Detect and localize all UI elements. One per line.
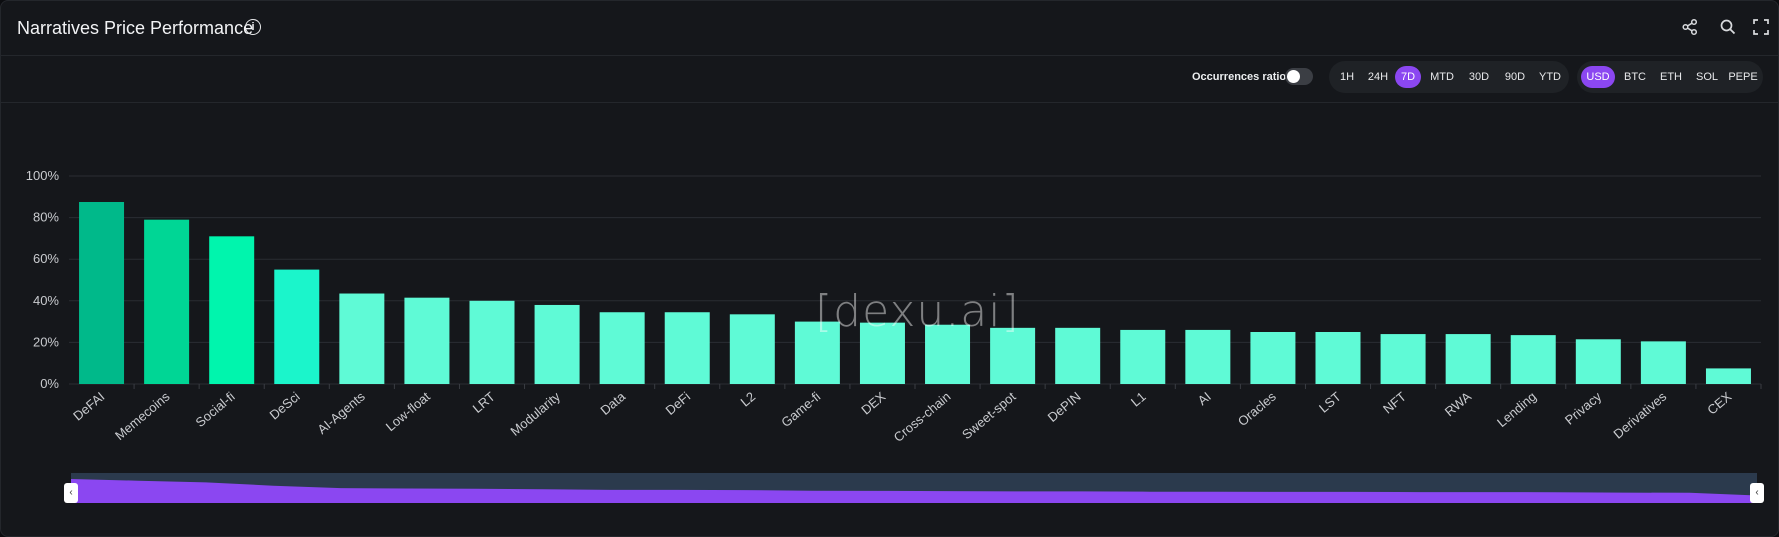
bar[interactable] <box>664 312 710 384</box>
bar[interactable] <box>599 312 645 384</box>
timeframe-24h[interactable]: 24H <box>1367 71 1389 83</box>
x-tick-label: Sweet-spot <box>959 389 1019 443</box>
y-tick-label: 0% <box>40 376 59 391</box>
occurrences-ratio-label: Occurrences ratio <box>1192 71 1287 83</box>
x-tick-label: Social-fi <box>193 389 238 430</box>
x-tick-label: AI <box>1195 389 1214 408</box>
slider-overview <box>71 473 1757 503</box>
currency-selector: USD BTC ETH SOL PEPE <box>1577 61 1763 93</box>
bar[interactable] <box>1705 368 1751 384</box>
x-tick-label: DEX <box>858 389 888 418</box>
currency-btc[interactable]: BTC <box>1624 71 1646 83</box>
timeframe-selector: 1H 24H 7D MTD 30D 90D YTD <box>1329 61 1569 93</box>
x-tick-label: Game-fi <box>778 389 823 430</box>
page-title: Narratives Price Performance <box>17 18 254 38</box>
x-tick-label: Derivatives <box>1610 388 1669 441</box>
x-tick-label: Data <box>597 388 628 418</box>
bar-chart: 0% 20% 40% 60% 80% 100% DeFAI Memecoins Social-f… <box>26 168 1762 445</box>
bar[interactable] <box>1380 334 1426 384</box>
search-icon[interactable] <box>1719 18 1737 36</box>
currency-sol[interactable]: SOL <box>1695 71 1718 83</box>
occurrences-ratio-toggle[interactable] <box>1285 68 1313 85</box>
x-tick-label: Lending <box>1494 389 1539 430</box>
x-tick-label: L2 <box>738 389 759 410</box>
bar[interactable] <box>534 304 580 384</box>
fullscreen-icon[interactable] <box>1752 18 1770 36</box>
timeframe-mtd[interactable]: MTD <box>1430 71 1454 83</box>
timeframe-7d[interactable]: 7D <box>1395 66 1421 88</box>
x-tick-label: Cross-chain <box>891 389 954 445</box>
x-tick-label: L1 <box>1128 389 1149 410</box>
y-tick-label: 80% <box>33 210 59 225</box>
bar[interactable] <box>925 324 971 384</box>
bar[interactable] <box>990 327 1036 384</box>
x-tick-label: Modularity <box>507 388 563 438</box>
slider-handle-left[interactable]: ‹ <box>64 483 78 503</box>
bar[interactable] <box>339 293 385 384</box>
bar[interactable] <box>859 322 905 384</box>
x-tick-label: DeFi <box>662 389 693 418</box>
bar[interactable] <box>79 202 125 384</box>
y-tick-label: 40% <box>33 293 59 308</box>
x-tick-label: LRT <box>470 389 498 416</box>
x-tick-label: DeFAI <box>70 389 107 424</box>
x-tick-label: CEX <box>1704 389 1734 418</box>
x-tick-label: Oracles <box>1235 388 1279 429</box>
bar[interactable] <box>1120 329 1166 384</box>
bar[interactable] <box>1510 335 1556 384</box>
bar[interactable] <box>1315 332 1361 384</box>
timeframe-1h[interactable]: 1H <box>1339 71 1355 83</box>
chart-area: 0% 20% 40% 60% 80% 100% DeFAI Memecoins Social-f… <box>1 103 1778 473</box>
slider-area <box>71 479 1757 503</box>
bar[interactable] <box>1445 334 1491 384</box>
bar[interactable] <box>404 297 450 384</box>
x-tick-label: Low-float <box>383 389 433 435</box>
bar[interactable] <box>794 321 840 384</box>
bar[interactable] <box>1575 339 1621 384</box>
info-icon[interactable]: i <box>245 19 261 35</box>
bar[interactable] <box>1055 327 1101 384</box>
timeframe-ytd[interactable]: YTD <box>1539 71 1561 83</box>
currency-usd[interactable]: USD <box>1581 66 1615 88</box>
bar[interactable] <box>469 300 515 384</box>
bar[interactable] <box>729 314 775 384</box>
x-tick-label: DePIN <box>1045 389 1084 425</box>
currency-pepe[interactable]: PEPE <box>1728 71 1758 83</box>
bar[interactable] <box>1250 332 1296 384</box>
bar[interactable] <box>274 269 320 384</box>
x-tick-label: RWA <box>1442 389 1475 420</box>
x-tick-label: DeSci <box>266 389 302 423</box>
card-header: Narratives Price Performance i <box>1 1 1778 56</box>
share-icon[interactable] <box>1681 18 1699 36</box>
slider-handle-right[interactable]: ‹ <box>1750 483 1764 503</box>
bar[interactable] <box>209 236 255 384</box>
x-tick-label: Privacy <box>1562 388 1605 427</box>
bar[interactable] <box>144 219 190 384</box>
currency-eth[interactable]: ETH <box>1660 71 1682 83</box>
y-tick-label: 60% <box>33 251 59 266</box>
bar[interactable] <box>1185 329 1231 384</box>
y-tick-label: 100% <box>26 168 60 183</box>
timeframe-30d[interactable]: 30D <box>1468 71 1490 83</box>
x-tick-label: Memecoins <box>112 388 173 443</box>
timeframe-90d[interactable]: 90D <box>1504 71 1526 83</box>
x-tick-label: AI-Agents <box>314 388 368 437</box>
x-tick-label: LST <box>1316 389 1344 416</box>
y-tick-label: 20% <box>33 334 59 349</box>
x-tick-label: NFT <box>1380 389 1409 417</box>
toggle-knob <box>1287 70 1300 83</box>
toolbar: Occurrences ratio 1H 24H 7D MTD 30D 90D … <box>1 56 1778 103</box>
bar[interactable] <box>1640 341 1686 384</box>
range-slider[interactable]: ‹ ‹ <box>64 473 1764 503</box>
